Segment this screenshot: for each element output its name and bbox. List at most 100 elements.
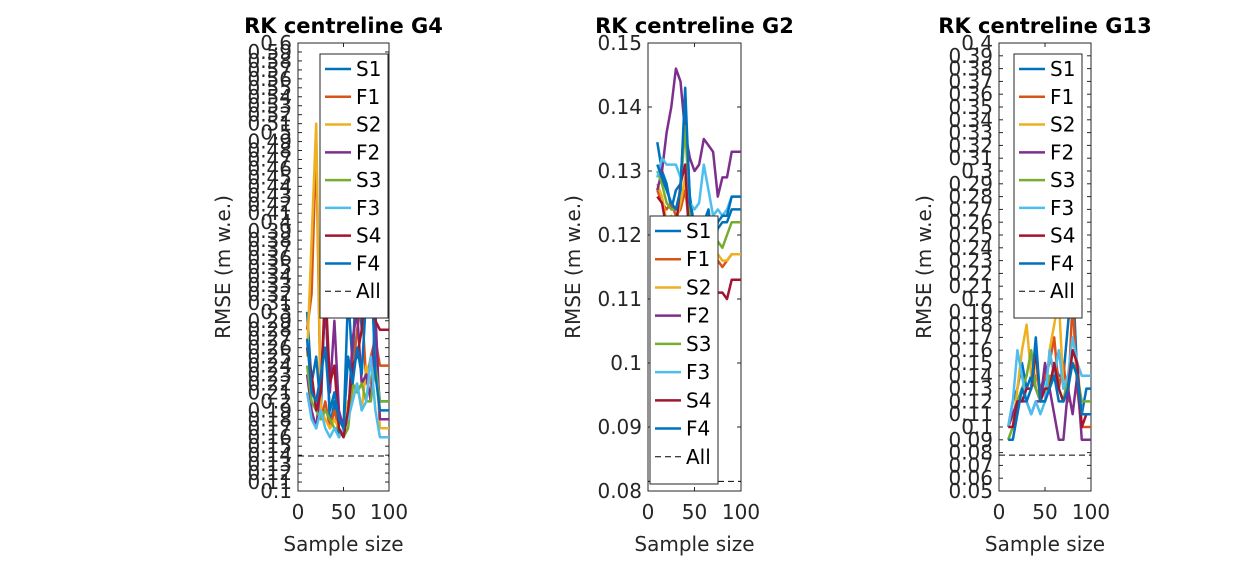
y-tick-label: 0.22 [247,371,292,395]
y-tick-label: 0.15 [597,31,642,55]
y-tick-label: 0.47 [247,147,292,171]
y-tick-label: 0.2 [961,287,993,311]
y-tick-label: 0.26 [247,336,292,360]
y-tick-label: 0.57 [247,58,292,82]
series-line-f2 [656,67,741,198]
y-tick-label: 0.51 [247,112,292,136]
y-tick-label: 0.1 [610,351,642,375]
y-tick-label: 0.19 [247,398,292,422]
y-tick-label: 0.45 [247,165,292,189]
y-tick-label: 0.18 [948,313,993,337]
legend-label-s1: S1 [1050,57,1075,81]
y-tick-label: 0.13 [247,452,292,476]
y-tick-label: 0.46 [247,156,292,180]
y-tick-label: 0.13 [948,377,993,401]
y-tick-label: 0.12 [597,223,642,247]
legend-label-s3: S3 [686,332,711,356]
y-tick-label: 0.14 [597,95,642,119]
y-tick-label: 0.37 [948,69,993,93]
x-axis-label: Sample size [283,532,403,556]
y-axis-label: RMSE (m w.e.) [561,195,585,339]
y-tick-label: 0.15 [948,351,993,375]
y-tick-label: 0.52 [247,103,292,127]
legend: S1 F1 S2 F2 S3 F3 S4 F4 All [1013,53,1083,319]
y-tick-label: 0.29 [247,309,292,333]
y-tick-label: 0.23 [948,249,993,273]
y-tick-label: 0.15 [247,434,292,458]
y-tick-label: 0.26 [948,210,993,234]
y-tick-label: 0.4 [260,210,292,234]
legend-label-f3: F3 [686,360,710,384]
legend-label-s4: S4 [1050,224,1075,248]
legend-box [649,215,719,485]
y-tick-label: 0.6 [260,31,292,55]
legend-label-s2: S2 [1050,113,1075,137]
y-tick-label: 0.13 [597,159,642,183]
x-tick-label: 50 [331,500,356,524]
series-line-f4 [305,256,389,430]
y-axis-label: RMSE (m w.e.) [211,195,235,339]
legend-label-f1: F1 [1050,85,1074,109]
legend-label-f3: F3 [1050,196,1074,220]
y-tick-label: 0.09 [597,415,642,439]
y-tick-label: 0.11 [948,402,993,426]
y-tick-label: 0.34 [948,108,993,132]
y-tick-label: 0.08 [948,441,993,465]
y-tick-label: 0.32 [247,282,292,306]
y-tick-label: 0.38 [948,57,993,81]
legend-label-f2: F2 [686,304,710,328]
legend: S1 F1 S2 F2 S3 F3 S4 F4 All [319,53,389,319]
y-tick-label: 0.37 [247,237,292,261]
y-tick-label: 0.11 [597,287,642,311]
y-tick-label: 0.14 [948,364,993,388]
legend-label-f4: F4 [356,251,380,275]
y-tick-label: 0.29 [948,172,993,196]
y-tick-label: 0.27 [247,327,292,351]
x-tick-label: 100 [370,500,408,524]
chart-title: RK centreline G2 [595,14,794,38]
y-tick-label: 0.16 [247,425,292,449]
y-tick-label: 0.1 [961,415,993,439]
y-tick-label: 0.12 [948,389,993,413]
y-tick-label: 0.38 [247,228,292,252]
y-tick-label: 0.32 [948,133,993,157]
y-tick-label: 0.41 [247,201,292,225]
y-tick-label: 0.58 [247,49,292,73]
series-line-s4 [305,238,389,439]
legend-label-s4: S4 [686,388,711,412]
y-tick-label: 0.4 [961,31,993,55]
y-tick-label: 0.31 [247,291,292,315]
legend-label-s3: S3 [356,168,381,192]
y-tick-label: 0.49 [247,130,292,154]
y-tick-label: 0.35 [247,255,292,279]
y-tick-label: 0.28 [247,318,292,342]
x-tick-label: 0 [642,500,655,524]
legend-label-s2: S2 [686,275,711,299]
y-tick-label: 0.59 [247,40,292,64]
y-tick-label: 0.53 [247,94,292,118]
y-tick-label: 0.5 [260,121,292,145]
chart-title: RK centreline G13 [938,14,1151,38]
x-tick-label: 100 [1072,500,1110,524]
y-tick-label: 0.25 [247,345,292,369]
x-axis-label: Sample size [634,532,754,556]
y-tick-label: 0.28 [948,185,993,209]
y-tick-label: 0.07 [948,453,993,477]
y-tick-label: 0.09 [948,428,993,452]
y-tick-label: 0.34 [247,264,292,288]
legend-label-s4: S4 [356,224,381,248]
y-tick-label: 0.12 [247,461,292,485]
legend-label-all: All [356,279,381,303]
legend-label-f1: F1 [356,85,380,109]
y-tick-label: 0.1 [260,479,292,503]
y-tick-label: 0.21 [247,380,292,404]
y-tick-label: 0.16 [948,338,993,362]
y-tick-label: 0.54 [247,85,292,109]
y-tick-label: 0.18 [247,407,292,431]
y-tick-label: 0.24 [948,236,993,260]
x-tick-label: 50 [1032,500,1057,524]
y-tick-label: 0.05 [948,479,993,503]
y-tick-label: 0.31 [948,146,993,170]
y-tick-label: 0.33 [948,121,993,145]
chart-panel-3: 0 50 1000.050.060.070.080.090.10.110.120.1… [912,14,1152,556]
